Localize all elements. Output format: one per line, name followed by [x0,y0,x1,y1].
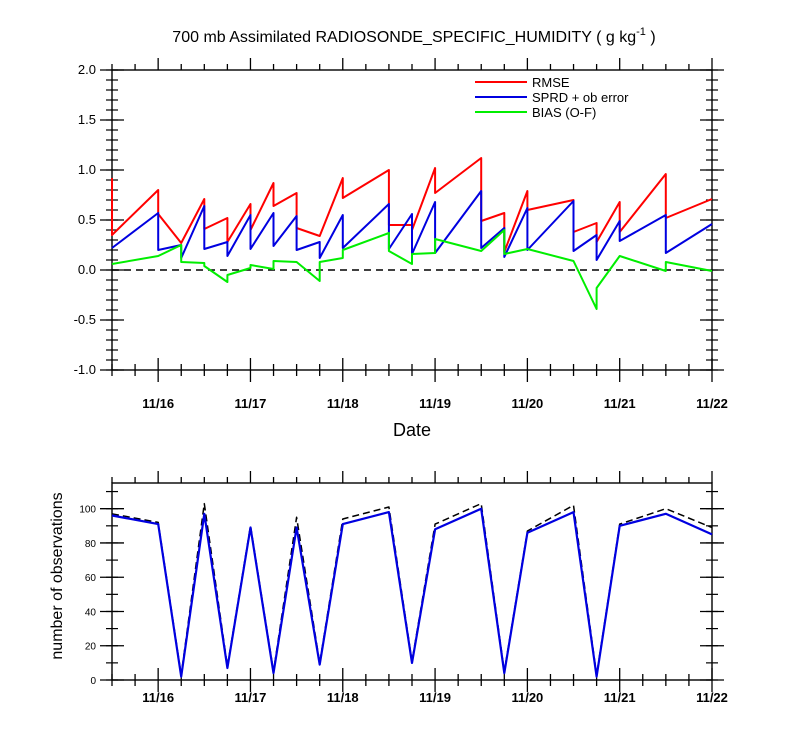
x-tick-label-11-20: 11/20 [511,690,543,705]
x-tick-label-11-17: 11/17 [235,396,267,411]
y-tick-label-20: 20 [85,642,97,653]
y-tick-label-1-5: 1.5 [78,112,96,127]
y-tick-label-0: 0 [90,676,96,687]
legend: RMSE SPRD + ob error BIAS (O-F) [475,75,629,120]
y-axis-title-observations: number of observations [49,492,66,659]
y-tick-label-60: 60 [85,573,97,584]
x-tick-label-11-21: 11/21 [604,396,636,411]
y-tick-label-40: 40 [85,607,97,618]
x-tick-label-11-18: 11/18 [327,690,359,705]
x-axis-title: Date [393,420,431,440]
x-tick-label-11-16: 11/16 [142,396,174,411]
series-line-sprd-ob-error [111,190,713,261]
top-panel: 11/16 11/17 11/18 11/19 11/20 11/21 11/22 -1.0 -… [74,58,728,411]
y-tick-label-2-0: 2.0 [78,62,96,77]
legend-label-sprd: SPRD + ob error [532,90,629,105]
chart-title-superscript: -1 [636,26,646,38]
y-tick-label-0-5: 0.5 [78,212,96,227]
x-tick-label-11-21: 11/21 [604,690,636,705]
y-tick-label-1-0: -1.0 [74,362,96,377]
chart-title: 700 mb Assimilated RADIOSONDE_SPECIFIC_H… [172,26,655,46]
bottom-panel: 11/16 11/17 11/18 11/19 11/20 11/21 11/22 0 20 40… [79,471,728,705]
chart-title-end: ) [646,29,656,46]
x-tick-label-11-16: 11/16 [142,690,174,705]
y-tick-label-1-0: 1.0 [78,162,96,177]
plot-frame [111,482,713,681]
y-tick-label-80: 80 [85,539,97,550]
x-tick-label-11-19: 11/19 [419,396,451,411]
legend-label-rmse: RMSE [532,75,570,90]
x-tick-label-11-20: 11/20 [511,396,543,411]
chart-title-main: 700 mb Assimilated RADIOSONDE_SPECIFIC_H… [172,29,636,46]
legend-label-bias: BIAS (O-F) [532,105,596,120]
x-tick-label-11-19: 11/19 [419,690,451,705]
series-line-observations-used [111,507,713,678]
y-tick-label-0-5: -0.5 [74,312,96,327]
x-tick-label-11-18: 11/18 [327,396,359,411]
y-tick-label-100: 100 [79,505,96,516]
series-line-bias-o-f [111,229,713,310]
x-tick-label-11-22: 11/22 [696,396,728,411]
x-tick-label-11-22: 11/22 [696,690,728,705]
y-tick-label-0-0: 0.0 [78,262,96,277]
x-tick-label-11-17: 11/17 [235,690,267,705]
